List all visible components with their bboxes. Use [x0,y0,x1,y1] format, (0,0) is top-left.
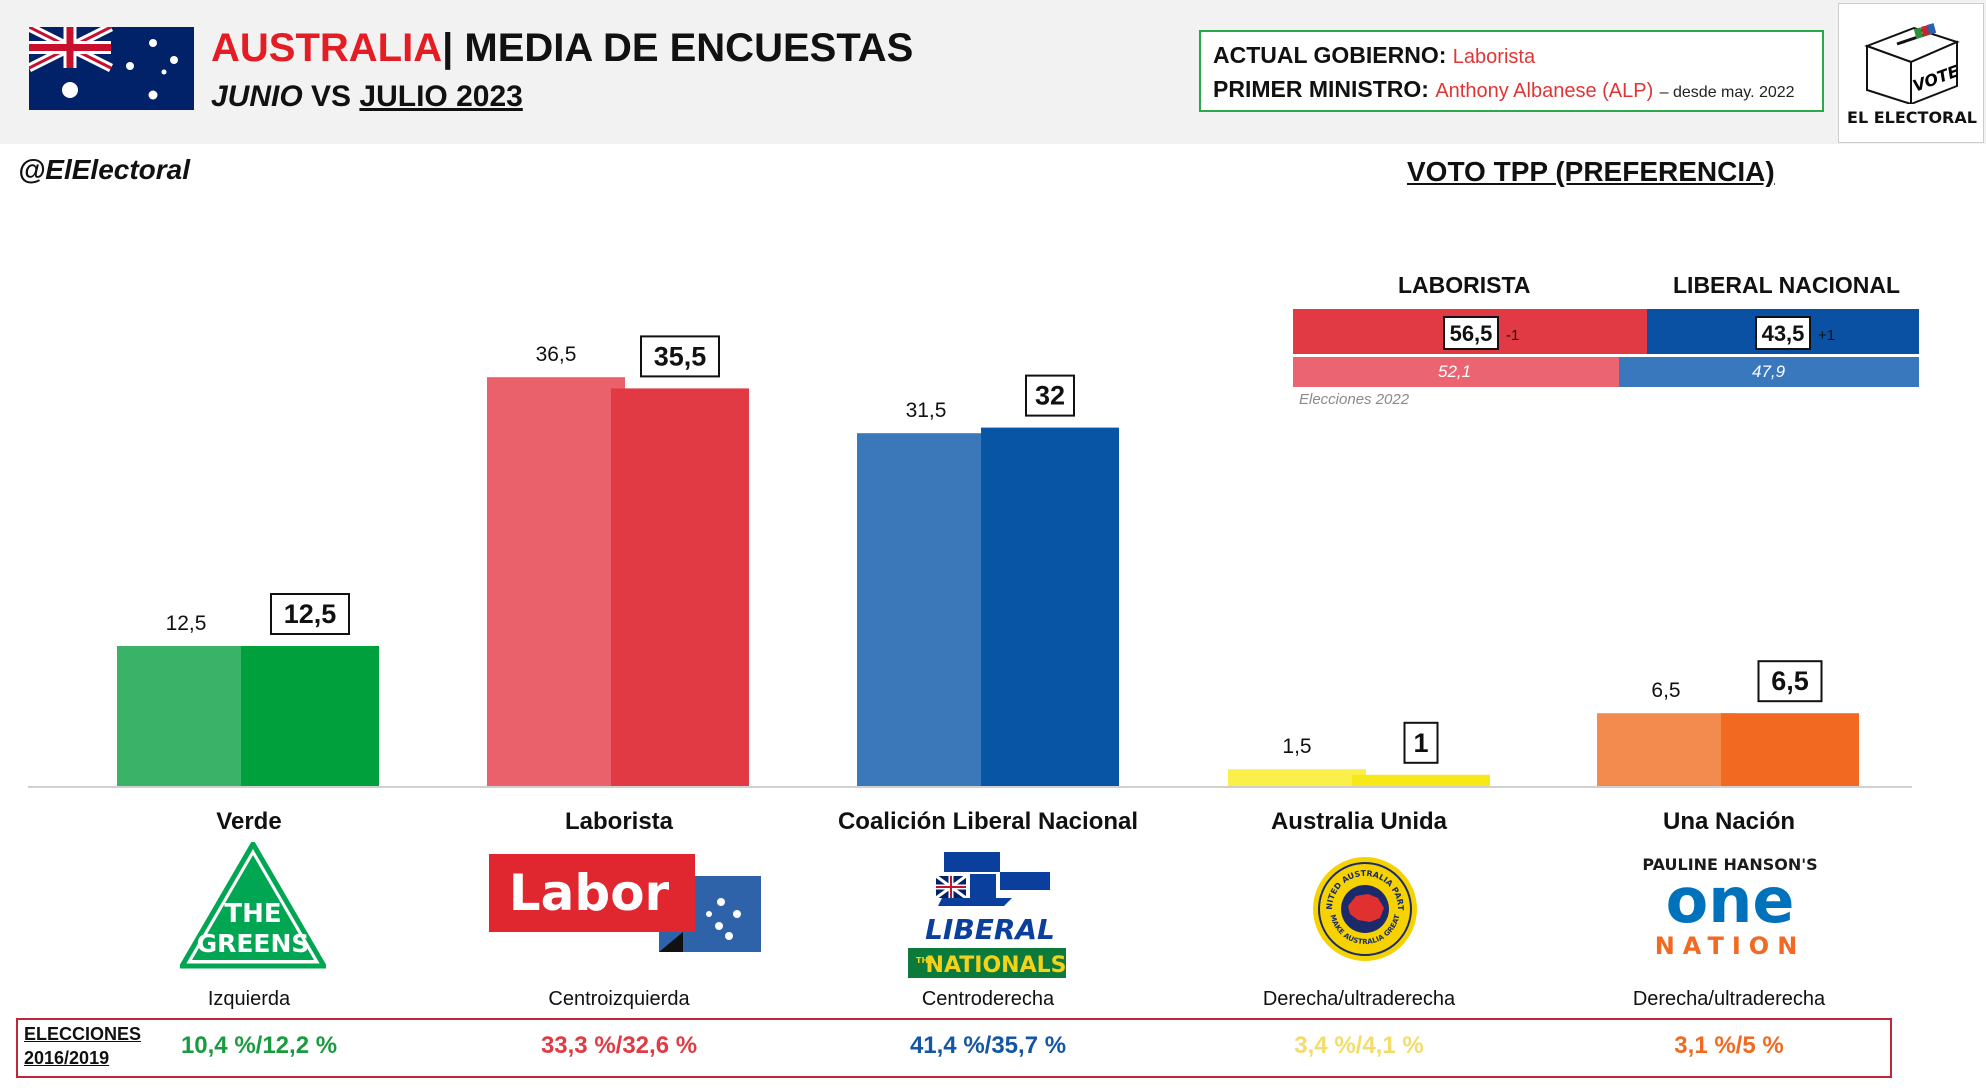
tpp-previous-note: Elecciones 2022 [1299,391,1410,408]
ideology-una-nacion: Derecha/ultraderecha [1632,988,1826,1010]
bar-july [1721,713,1859,786]
bar-july [1352,774,1490,786]
one-nation-bottom-text: NATION [1655,932,1806,960]
page-subtitle: JUNIO VS JULIO 2023 [211,80,523,114]
elections-australia-unida: 3,4 %/4,1 % [1294,1032,1424,1059]
data-label-july: 6,5 [1771,666,1809,696]
data-label-july: 1 [1413,728,1428,758]
prime-minister-since: – desde may. 2022 [1659,84,1795,101]
one-nation-top-text: PAULINE HANSON'S [1642,855,1817,874]
data-label-july: 12,5 [284,599,337,629]
tpp-left-value: 56,5 [1443,316,1499,350]
ideology-laborista: Centroizquierda [548,988,690,1010]
bar-june [487,377,625,786]
one-nation-mid-text: one [1666,864,1795,937]
tpp-right-value: 43,5 [1755,316,1811,350]
elections-coalicion: 41,4 %/35,7 % [909,1032,1067,1059]
data-label-july: 35,5 [654,341,707,371]
united-australia-logo-icon: UNITED AUSTRALIA PARTY MAKE AUSTRALIA GR… [1312,856,1417,961]
government-line: ACTUAL GOBIERNO: Laborista [1213,42,1535,69]
liberal-logo-text: LIBERAL [925,913,1055,946]
data-label-box-july [1025,374,1075,417]
government-label: ACTUAL GOBIERNO: [1213,42,1447,68]
liberal-nationals-logo-icon: LIBERAL THE NATIONALS [908,852,1067,978]
tpp-right-label: LIBERAL NACIONAL [1673,272,1901,298]
bar-june [857,433,995,786]
tpp-left-label: LABORISTA [1398,272,1531,298]
prime-minister-label: PRIMER MINISTRO: [1213,76,1429,102]
party-name-australia-unida: Australia Unida [1270,808,1448,835]
data-label-box-july [270,593,350,635]
bar-july [241,646,379,786]
brand-name: EL ELECTORAL [1847,108,1977,127]
tpp-prev-left-value: 52,1 [1438,362,1472,381]
data-label-box-july [1757,660,1823,703]
labor-logo-text: Labor [509,864,670,922]
party-name-coalicion: Coalición Liberal Nacional [837,808,1139,835]
prime-minister-value: Anthony Albanese (ALP) [1435,80,1654,102]
bar-june [1597,713,1735,786]
tpp-right-change: +1 [1818,327,1836,344]
data-label-june: 36,5 [536,343,577,366]
tpp-previous-bar-right [1619,357,1919,387]
greens-logo-text-1: THE [224,899,281,929]
data-label-june: 12,5 [166,612,207,635]
party-name-laborista: Laborista [564,808,674,835]
page-title: AUSTRALIA| MEDIA DE ENCUESTAS [211,26,913,71]
tpp-previous-bar-left [1293,357,1620,387]
elections-label-line-1: ELECCIONES [24,1024,142,1044]
bar-july [981,427,1119,786]
greens-logo-icon: THE GREENS [180,842,326,969]
subtitle-from: JUNIO [211,80,303,113]
prime-minister-line: PRIMER MINISTRO: Anthony Albanese (ALP) … [1213,76,1795,103]
one-nation-logo-icon: PAULINE HANSON'S one NATION [1642,855,1817,960]
government-info-box: ACTUAL GOBIERNO: Laborista PRIMER MINIST… [1199,30,1824,112]
party-name-verde: Verde [216,808,282,835]
data-label-july: 32 [1035,381,1065,411]
data-label-box-july [1403,721,1439,764]
ideology-verde: Izquierda [207,988,291,1010]
subtitle-to: JULIO 2023 [359,80,523,113]
nationals-logo-text: NATIONALS [926,953,1067,978]
title-separator: | [442,26,454,70]
subtitle-vs: VS [311,80,352,113]
tpp-left-change: -1 [1506,327,1520,344]
bar-june [117,646,255,786]
nationals-logo-the: THE [916,956,934,965]
ideology-australia-unida: Derecha/ultraderecha [1262,988,1456,1010]
elections-verde: 10,4 %/12,2 % [180,1032,338,1059]
greens-logo-text-2: GREENS [197,929,310,958]
twitter-handle: @ElElectoral [18,154,191,185]
data-label-june: 6,5 [1651,679,1680,702]
ideology-coalicion: Centroderecha [921,988,1055,1010]
data-label-june: 31,5 [906,399,947,422]
ballot-box-icon: VOTE [1864,23,1961,106]
elections-label: ELECCIONES 2016/2019 [24,1022,141,1070]
bar-june [1228,769,1366,786]
australia-flag-icon [29,27,194,110]
labor-logo-icon: Labor [489,854,761,952]
title-text: MEDIA DE ENCUESTAS [464,26,914,70]
party-name-una-nacion: Una Nación [1662,808,1796,835]
el-electoral-logo: VOTE EL ELECTORAL [1838,3,1984,143]
data-label-june: 1,5 [1282,735,1311,758]
tpp-title: VOTO TPP (PREFERENCIA) [1407,156,1775,187]
country-name: AUSTRALIA [211,26,443,70]
government-value: Laborista [1452,46,1536,68]
elections-una-nacion: 3,1 %/5 % [1674,1032,1784,1059]
elections-laborista: 33,3 %/32,6 % [540,1032,698,1059]
data-label-box-july [640,335,720,378]
tpp-prev-right-value: 47,9 [1752,362,1786,381]
bar-july [611,388,749,786]
elections-label-line-2: 2016/2019 [24,1048,110,1068]
elections-box [16,1018,1892,1078]
